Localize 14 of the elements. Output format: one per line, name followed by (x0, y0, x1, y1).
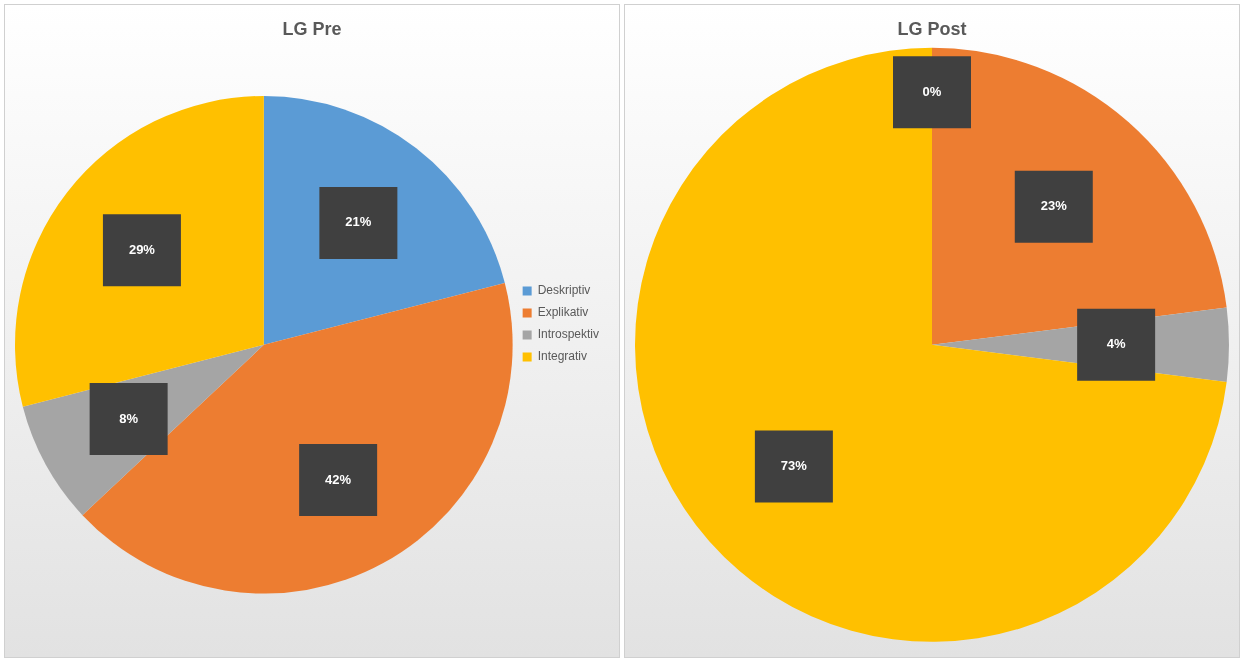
chart-title: LG Pre (282, 18, 342, 39)
legend-label: Deskriptiv (537, 283, 591, 298)
legend-label: Introspektiv (537, 327, 599, 342)
data-label: 29% (128, 241, 156, 257)
legend-label: Integrativ (537, 349, 587, 364)
chart-title: LG Post (897, 18, 967, 39)
data-label: 42% (325, 471, 352, 487)
data-label: 8% (119, 410, 139, 426)
text: 0% (922, 83, 942, 99)
data-label: 4% (1106, 336, 1126, 352)
data-label: 23% (1040, 198, 1068, 214)
legend-label: Explikativ (537, 305, 589, 320)
data-label: 73% (780, 458, 808, 474)
data-label: 21% (345, 214, 372, 230)
